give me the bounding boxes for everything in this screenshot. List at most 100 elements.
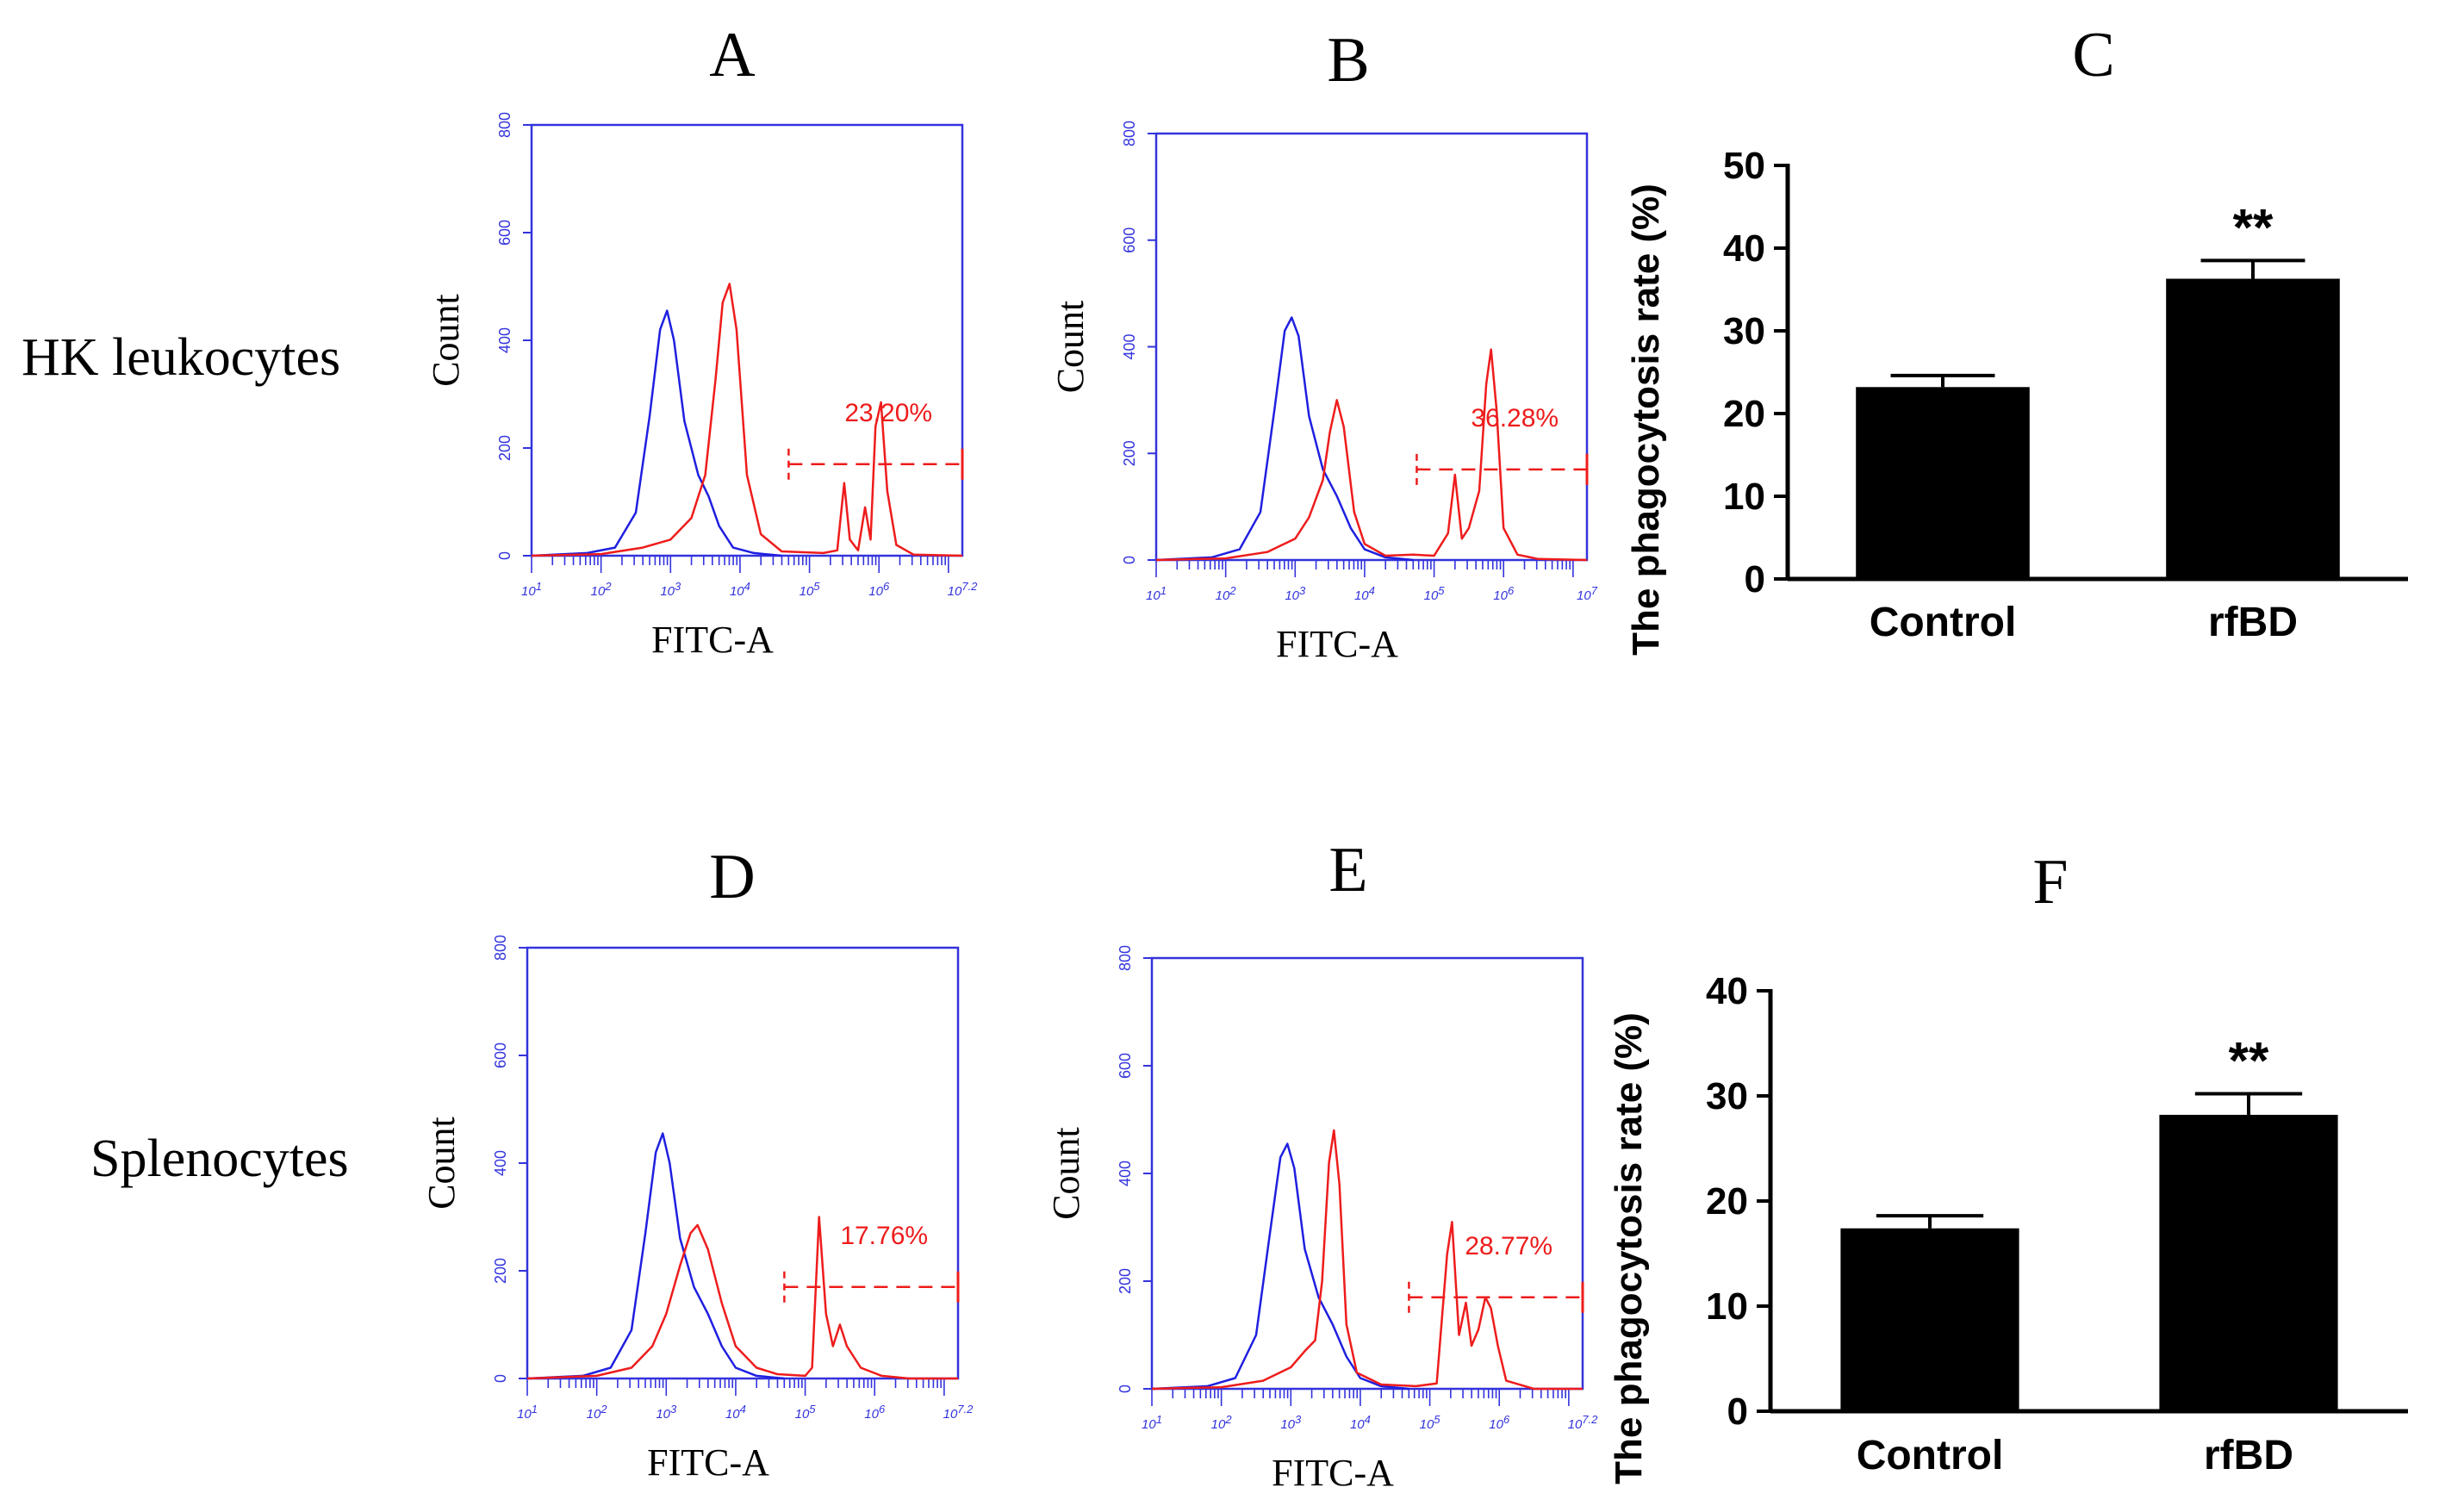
- x-tick-label-3: 104: [1354, 584, 1375, 603]
- y-tick-label-0: 0: [1121, 556, 1138, 564]
- y-tick-label-1: 200: [496, 435, 513, 461]
- panel-label-e: E: [1328, 835, 1367, 905]
- y-tick-label-4: 800: [1117, 945, 1134, 971]
- y-axis-label: Count: [420, 1117, 463, 1210]
- control-histogram-line: [526, 1132, 785, 1380]
- x-tick-label-1: 102: [1216, 584, 1237, 603]
- gate-percent-label: 36.28%: [1471, 404, 1559, 433]
- control-histogram-line: [1155, 316, 1414, 562]
- y-tick-label-1: 10: [1723, 476, 1765, 518]
- flow-histogram-a: 0 200 400 600 800 101 102 103 104 105 106 107.2 Coun…: [425, 112, 978, 661]
- y-tick-label-3: 30: [1706, 1075, 1748, 1117]
- y-tick-label-4: 40: [1706, 970, 1748, 1012]
- y-tick-label-1: 200: [492, 1258, 509, 1284]
- x-axis-label: FITC-A: [647, 1441, 769, 1484]
- significance-marker: **: [2229, 1032, 2269, 1090]
- plot-frame: [1150, 956, 1584, 1391]
- x-tick-label-5: 106: [1489, 1413, 1510, 1432]
- category-label-control: Control: [1870, 600, 2017, 645]
- x-tick-label-5: 106: [868, 580, 890, 599]
- y-tick-label-2: 20: [1723, 393, 1765, 435]
- category-label-rfbd: rfBD: [2208, 600, 2298, 645]
- x-tick-label-4: 105: [795, 1403, 817, 1422]
- y-tick-label-1: 10: [1706, 1285, 1748, 1328]
- x-tick-label-6: 107: [1577, 584, 1598, 603]
- significance-marker: **: [2233, 198, 2274, 256]
- plot-frame: [526, 946, 960, 1380]
- x-tick-label-1: 102: [591, 580, 613, 599]
- panel-label-c: C: [2072, 20, 2114, 90]
- y-tick-label-0: 0: [496, 551, 513, 560]
- x-tick-label-3: 104: [730, 580, 750, 599]
- treated-histogram-line: [526, 1216, 958, 1380]
- y-axis-label: Count: [1049, 301, 1092, 394]
- y-axis-label: Count: [425, 294, 467, 387]
- category-label-rfbd: rfBD: [2204, 1433, 2293, 1478]
- y-tick-label-3: 30: [1723, 310, 1765, 352]
- y-tick-label-3: 600: [1117, 1053, 1134, 1079]
- panel-label-a: A: [709, 20, 755, 90]
- x-tick-label-0: 101: [1142, 1413, 1162, 1432]
- control-histogram-line: [1151, 1142, 1409, 1391]
- x-axis-label: FITC-A: [1272, 1452, 1394, 1494]
- y-tick-label-2: 400: [496, 327, 513, 353]
- treated-histogram-line: [531, 283, 963, 557]
- gate-percent-label: 17.76%: [840, 1222, 928, 1250]
- treated-histogram-line: [1155, 348, 1588, 562]
- x-tick-label-2: 103: [1285, 584, 1306, 603]
- y-tick-label-4: 40: [1723, 227, 1765, 270]
- x-tick-label-2: 103: [656, 1403, 677, 1422]
- plot-frame: [530, 123, 964, 557]
- y-tick-label-4: 800: [1121, 121, 1138, 146]
- y-tick-label-3: 600: [496, 220, 513, 246]
- y-tick-label-1: 200: [1117, 1268, 1134, 1294]
- x-tick-label-0: 101: [1146, 584, 1167, 603]
- x-tick-label-1: 102: [1211, 1413, 1233, 1432]
- y-tick-label-0: 0: [492, 1374, 509, 1383]
- row-label-splenocytes: Splenocytes: [90, 1130, 349, 1188]
- x-tick-label-5: 106: [864, 1403, 886, 1422]
- bar-chart-c: 0 10 20 30 40 50 Control ** rfBD The phagocytosis…: [1625, 145, 2408, 656]
- y-tick-label-5: 50: [1723, 145, 1765, 187]
- row-label-hk-leukocytes: HK leukocytes: [22, 328, 340, 387]
- x-tick-label-3: 104: [725, 1403, 746, 1422]
- y-tick-label-4: 800: [496, 112, 513, 138]
- x-tick-label-0: 101: [521, 580, 542, 599]
- x-tick-label-4: 105: [800, 580, 821, 599]
- bar-chart-f: 0 10 20 30 40 Control ** rfBD The phagocytosis r…: [1608, 970, 2408, 1484]
- x-tick-label-4: 105: [1424, 584, 1446, 603]
- y-tick-label-0: 0: [1117, 1385, 1134, 1393]
- x-tick-label-0: 101: [517, 1403, 538, 1422]
- flow-histogram-b: 0 200 400 600 800 101 102 103 104 105 106 107 Count F…: [1049, 121, 1598, 665]
- x-tick-label-6: 107.2: [943, 1403, 974, 1422]
- bar-rfbd: [2159, 1114, 2338, 1411]
- plot-frame: [1154, 132, 1589, 562]
- x-tick-label-2: 103: [660, 580, 681, 599]
- y-tick-label-4: 800: [492, 935, 509, 961]
- category-label-control: Control: [1857, 1433, 2004, 1478]
- flow-histogram-e: 0 200 400 600 800 101 102 103 104 105 106 107.2 Coun…: [1045, 945, 1598, 1494]
- panel-label-f: F: [2032, 847, 2068, 918]
- bar-rfbd: [2166, 278, 2340, 579]
- y-tick-label-3: 600: [1121, 227, 1138, 253]
- x-tick-label-3: 104: [1350, 1413, 1371, 1432]
- gate-percent-label: 28.77%: [1465, 1232, 1552, 1260]
- y-tick-label-0: 0: [1727, 1391, 1748, 1433]
- bar-control: [1840, 1228, 2019, 1411]
- x-tick-label-4: 105: [1420, 1413, 1441, 1432]
- x-axis-label: FITC-A: [651, 619, 774, 661]
- y-tick-label-2: 400: [1117, 1161, 1134, 1186]
- bar-control: [1856, 387, 2030, 579]
- x-tick-label-1: 102: [587, 1403, 608, 1422]
- y-axis-label: The phagocytosis rate (%): [1608, 1012, 1650, 1484]
- control-histogram-line: [531, 309, 782, 557]
- y-tick-label-1: 200: [1121, 440, 1138, 466]
- y-tick-label-3: 600: [492, 1042, 509, 1068]
- panel-label-b: B: [1327, 25, 1369, 96]
- y-axis-label: Count: [1045, 1127, 1087, 1220]
- panel-label-d: D: [709, 842, 755, 912]
- y-tick-label-2: 400: [492, 1150, 509, 1176]
- y-tick-label-2: 400: [1121, 333, 1138, 359]
- x-tick-label-2: 103: [1280, 1413, 1302, 1432]
